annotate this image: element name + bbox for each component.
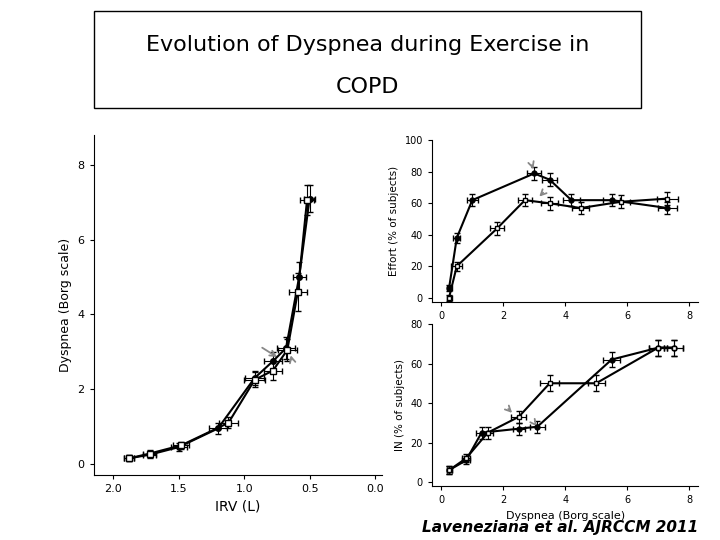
X-axis label: IRV (L): IRV (L) <box>215 500 261 514</box>
Text: Evolution of Dyspnea during Exercise in: Evolution of Dyspnea during Exercise in <box>145 35 589 55</box>
Y-axis label: Effort (% of subjects): Effort (% of subjects) <box>389 166 399 276</box>
Text: COPD: COPD <box>336 77 399 97</box>
Text: Laveneziana et al. AJRCCM 2011: Laveneziana et al. AJRCCM 2011 <box>422 519 698 535</box>
FancyBboxPatch shape <box>94 11 641 108</box>
X-axis label: Dyspnea (Borg scale): Dyspnea (Borg scale) <box>505 511 625 521</box>
X-axis label: Dyspnea (Borg scale): Dyspnea (Borg scale) <box>505 327 625 337</box>
Y-axis label: Dyspnea (Borg scale): Dyspnea (Borg scale) <box>59 238 72 372</box>
Y-axis label: IN (% of subjects): IN (% of subjects) <box>395 359 405 451</box>
